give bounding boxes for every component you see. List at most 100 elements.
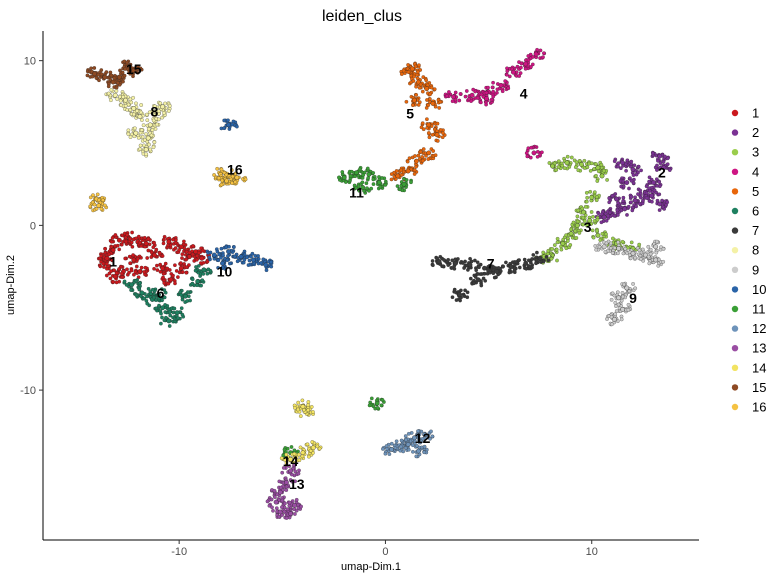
- data-point: [406, 431, 411, 436]
- data-point: [247, 258, 252, 263]
- data-point: [429, 85, 434, 90]
- data-point: [246, 263, 251, 267]
- data-point: [604, 218, 609, 223]
- data-point: [147, 142, 151, 147]
- data-point: [574, 236, 579, 240]
- data-point-anchor: [601, 214, 607, 220]
- data-point-anchor: [589, 194, 595, 200]
- data-point: [163, 261, 168, 266]
- data-point-anchor: [166, 318, 172, 324]
- data-point: [595, 217, 600, 222]
- data-point: [149, 133, 154, 138]
- data-point: [307, 454, 311, 459]
- data-point: [269, 260, 273, 264]
- data-point: [133, 126, 137, 131]
- data-point: [354, 186, 358, 190]
- data-point: [440, 135, 445, 140]
- data-point: [435, 121, 440, 126]
- data-point: [298, 445, 303, 450]
- data-point-anchor: [199, 255, 205, 261]
- data-point-anchor: [116, 237, 122, 243]
- data-point: [426, 157, 431, 161]
- data-point-anchor: [292, 503, 298, 508]
- data-point: [265, 499, 270, 504]
- data-point: [627, 186, 631, 191]
- cluster-label-8: 8: [150, 104, 158, 120]
- data-point: [128, 236, 133, 241]
- data-point: [220, 265, 225, 270]
- data-point: [621, 184, 626, 189]
- data-point: [88, 195, 93, 200]
- data-point: [138, 281, 142, 285]
- data-point: [559, 247, 564, 252]
- data-point: [616, 240, 620, 245]
- data-point-anchor: [354, 170, 359, 176]
- data-point-anchor: [405, 442, 411, 447]
- data-point: [506, 86, 511, 91]
- data-point: [647, 175, 652, 180]
- data-point: [293, 406, 297, 410]
- data-point: [411, 449, 415, 454]
- cluster-label-9: 9: [629, 290, 637, 306]
- data-point: [380, 398, 385, 402]
- data-point: [404, 437, 408, 442]
- data-point-anchor: [426, 150, 432, 156]
- legend-swatch: [731, 403, 739, 411]
- data-point: [621, 195, 626, 200]
- data-point: [138, 66, 143, 71]
- data-point: [554, 168, 559, 172]
- data-point: [287, 500, 292, 505]
- data-point: [475, 272, 480, 276]
- data-point-anchor: [624, 180, 630, 185]
- data-point: [491, 89, 496, 94]
- data-point: [173, 263, 177, 268]
- data-point: [305, 442, 310, 447]
- cluster-label-12: 12: [415, 430, 431, 446]
- data-point: [663, 154, 667, 159]
- data-point: [190, 277, 195, 282]
- data-point: [306, 408, 310, 412]
- data-point: [613, 300, 618, 305]
- data-point: [161, 275, 165, 280]
- legend-swatch: [731, 325, 739, 332]
- data-point-anchor: [601, 244, 607, 250]
- cluster-label-6: 6: [157, 285, 165, 301]
- data-point-anchor: [300, 404, 306, 409]
- data-point: [226, 118, 230, 123]
- data-point-anchor: [187, 254, 192, 260]
- data-point-anchor: [411, 97, 417, 103]
- data-point: [562, 166, 567, 170]
- data-point-anchor: [482, 265, 487, 271]
- data-point: [629, 194, 634, 199]
- data-point: [573, 165, 578, 170]
- data-point: [595, 179, 600, 183]
- data-point: [435, 129, 439, 133]
- data-point: [420, 89, 425, 94]
- data-point: [162, 281, 167, 285]
- data-point: [596, 169, 601, 174]
- data-point: [289, 445, 294, 449]
- data-point-anchor: [224, 178, 229, 184]
- data-point: [147, 110, 152, 115]
- data-point: [348, 174, 353, 178]
- data-point: [556, 159, 561, 164]
- data-point: [575, 214, 580, 219]
- data-point: [465, 290, 470, 295]
- data-point-anchor: [568, 231, 574, 237]
- data-point: [378, 185, 383, 189]
- data-point: [399, 438, 404, 443]
- data-point: [503, 79, 508, 83]
- data-point: [627, 289, 632, 294]
- data-point: [420, 158, 425, 163]
- data-point: [231, 119, 236, 124]
- data-point: [134, 293, 139, 298]
- data-point: [219, 182, 224, 187]
- data-point: [616, 164, 621, 169]
- data-point: [582, 158, 587, 163]
- data-point-anchor: [133, 130, 139, 136]
- data-point: [371, 182, 376, 186]
- data-point: [124, 239, 129, 244]
- data-point: [468, 276, 473, 281]
- data-point: [311, 410, 315, 414]
- data-point-anchor: [226, 122, 232, 128]
